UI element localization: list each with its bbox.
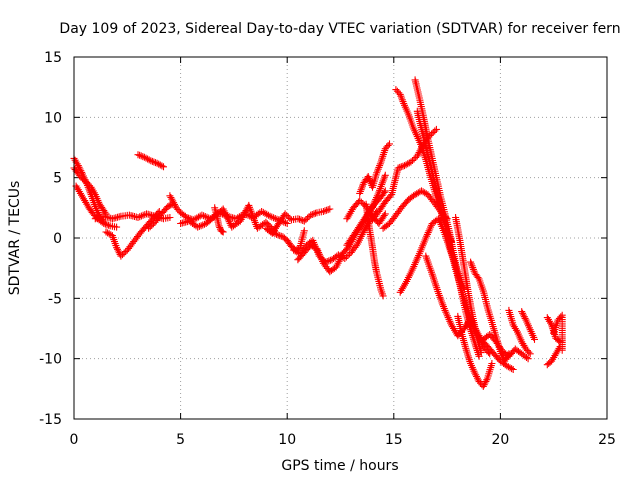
plus-marker-trail [505, 306, 534, 358]
series-track-ah [543, 343, 564, 369]
plus-marker-trail [362, 200, 387, 300]
x-tick-label: 10 [278, 432, 296, 448]
plus-marker-trail [91, 210, 174, 223]
plot-frame [73, 56, 608, 420]
x-tick-label: 20 [491, 432, 509, 448]
x-tick-labels: 0 5 10 15 20 25 [70, 432, 616, 448]
y-tick-label: 5 [53, 171, 62, 187]
axis-ticks [73, 56, 608, 420]
series-track-g [145, 200, 176, 232]
plus-marker-trail [396, 215, 468, 296]
grid-lines [74, 57, 607, 419]
y-tick-label: -10 [39, 352, 62, 368]
plus-marker-trail [479, 331, 532, 363]
series-track-l [262, 205, 334, 237]
y-tick-label: 15 [44, 50, 62, 66]
plus-marker-trail [452, 214, 485, 357]
series-track-f [134, 151, 167, 171]
series-track-i [177, 201, 278, 235]
series-track-e [91, 210, 174, 223]
series-track-j [211, 204, 227, 236]
plus-marker-trail [356, 140, 393, 197]
series-track-ae [518, 308, 538, 343]
series-track-aa [454, 312, 496, 390]
plus-marker-trail [145, 200, 176, 232]
plus-marker-trail [134, 151, 167, 171]
series-track-q [356, 140, 393, 197]
y-tick-labels: -15 -10 -5 0 5 10 15 [39, 50, 62, 428]
series-track-x [396, 215, 468, 296]
plus-marker-trail [518, 308, 538, 343]
plus-marker-trail [454, 312, 496, 390]
series-track-ag [550, 311, 566, 354]
y-axis-title: SDTVAR / TECUs [7, 181, 23, 296]
series-track-ac [479, 331, 532, 363]
data-points [70, 76, 566, 390]
series-track-z [452, 214, 485, 357]
x-tick-label: 0 [70, 432, 79, 448]
x-tick-label: 15 [385, 432, 403, 448]
x-tick-label: 5 [176, 432, 185, 448]
y-tick-label: 10 [44, 110, 62, 126]
y-tick-label: 0 [53, 231, 62, 247]
plus-marker-trail [543, 343, 564, 369]
plus-marker-trail [177, 201, 278, 235]
series-track-r [362, 200, 387, 300]
y-tick-label: -5 [48, 291, 62, 307]
plus-marker-trail [262, 205, 334, 237]
plus-marker-trail [550, 311, 566, 354]
series-track-ad [505, 306, 534, 358]
y-tick-label: -15 [39, 412, 62, 428]
x-tick-label: 25 [598, 432, 616, 448]
x-axis-title: GPS time / hours [281, 458, 398, 474]
plus-marker-trail [211, 204, 227, 236]
chart-title: Day 109 of 2023, Sidereal Day-to-day VTE… [59, 21, 620, 37]
